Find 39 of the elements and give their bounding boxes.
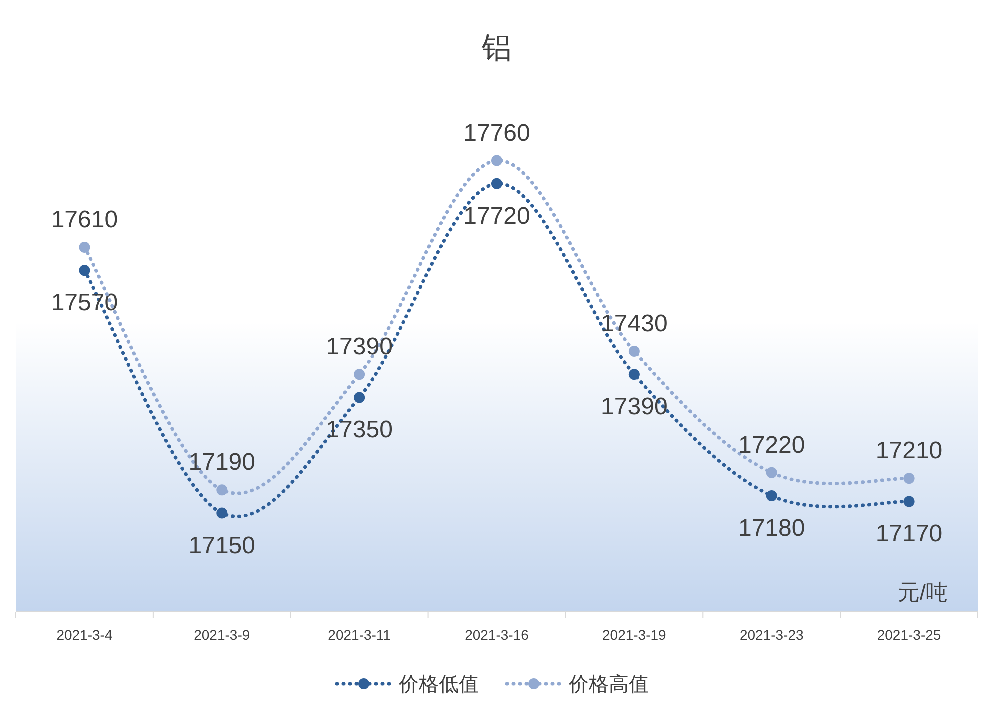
data-label: 17390 — [326, 334, 393, 361]
legend-label: 价格高值 — [568, 673, 649, 696]
point — [766, 490, 778, 502]
x-tick-label: 2021-3-11 — [328, 627, 392, 643]
data-label: 17390 — [601, 394, 668, 421]
data-label: 17570 — [51, 290, 118, 317]
x-tick-label: 2021-3-4 — [56, 627, 113, 643]
point — [79, 265, 90, 276]
point — [628, 346, 640, 357]
point — [766, 467, 778, 478]
x-tick-label: 2021-3-9 — [194, 627, 250, 643]
data-label: 17430 — [601, 310, 668, 338]
point — [904, 473, 915, 484]
point — [354, 369, 366, 380]
x-tick-label: 2021-3-23 — [740, 627, 804, 643]
point — [354, 392, 366, 404]
legend-label: 价格低值 — [398, 674, 479, 696]
data-label: 17220 — [738, 432, 806, 459]
x-tick-label: 2021-3-25 — [877, 627, 942, 643]
data-label: 17180 — [738, 514, 806, 542]
point — [216, 484, 228, 496]
data-label: 17760 — [464, 120, 530, 147]
data-label: 17210 — [876, 438, 943, 465]
text: 元/吨 — [898, 580, 948, 605]
data-label: 17150 — [188, 532, 256, 560]
chart-title: 铝 — [481, 32, 512, 65]
point — [216, 508, 228, 519]
point — [492, 155, 502, 166]
x-tick-label: 2021-3-16 — [465, 627, 530, 643]
data-label: 17170 — [876, 520, 943, 548]
x-tick-label: 2021-3-19 — [602, 627, 667, 643]
data-label: 17720 — [464, 202, 530, 230]
point — [904, 496, 915, 508]
point — [79, 242, 90, 253]
data-label: 17610 — [51, 206, 118, 234]
point — [628, 369, 640, 380]
point — [492, 178, 502, 190]
data-label: 17190 — [188, 449, 256, 476]
data-label: 17350 — [326, 416, 393, 444]
